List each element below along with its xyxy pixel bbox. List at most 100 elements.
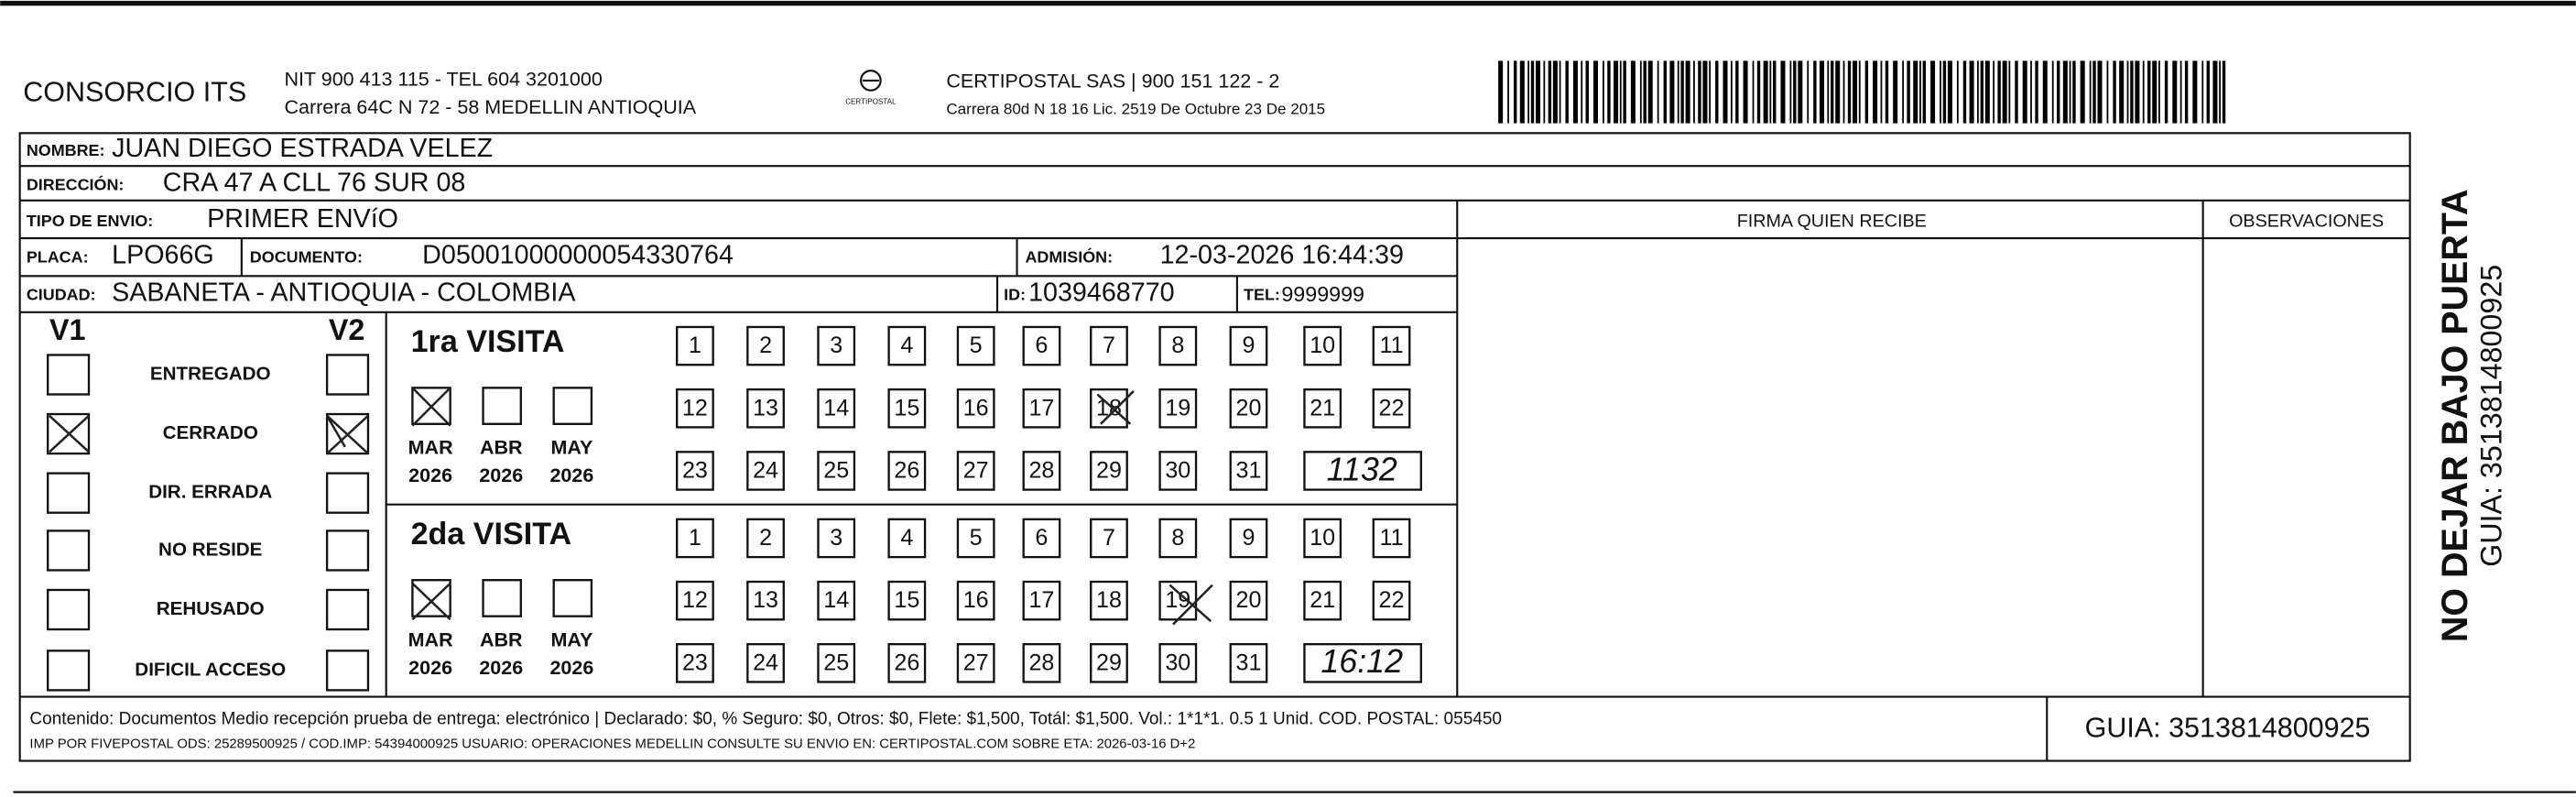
day-number: 22 (1379, 587, 1405, 613)
field-value: CRA 47 A CLL 76 SUR 08 (163, 168, 466, 197)
barcode-bar (1769, 60, 1772, 124)
status-label: REHUSADO (157, 598, 265, 619)
day-box (1022, 325, 1061, 366)
barcode-bar (1513, 60, 1517, 124)
day-box (956, 518, 995, 559)
month-label: MAR (408, 628, 453, 650)
barcode-bar (1962, 60, 1967, 124)
barcode-bar (2002, 60, 2007, 124)
day-number: 1 (689, 333, 701, 358)
day-box (1090, 643, 1128, 683)
barcode-bar (1603, 60, 1604, 124)
barcode-bar (1780, 60, 1786, 124)
v2-checkbox (325, 530, 370, 572)
carrier: CERTIPOSTAL SAS | 900 151 122 - 2 (946, 70, 1279, 92)
day-number: 25 (823, 650, 849, 675)
day-box (1090, 451, 1128, 491)
footer-guia: GUIA: 3513814800925 (2085, 713, 2371, 744)
barcode-bar (2113, 60, 2116, 124)
day-number: 20 (1235, 587, 1261, 613)
field-value: PRIMER ENVíO (207, 204, 398, 234)
month-checkbox (552, 387, 593, 425)
day-box (746, 643, 785, 683)
v1-header: V1 (49, 313, 86, 346)
day-box (1229, 325, 1268, 366)
day-box (746, 388, 785, 429)
day-number: 3 (830, 525, 842, 551)
barcode-bar (1581, 60, 1583, 124)
day-number: 31 (1235, 650, 1261, 675)
month-checkbox (411, 579, 451, 617)
v1-checkbox (47, 472, 91, 514)
barcode-bar (1585, 60, 1589, 124)
day-box (1090, 325, 1128, 366)
barcode-bar (1630, 60, 1636, 124)
day-box (676, 325, 714, 366)
month-label: MAY (550, 436, 592, 458)
day-number: 30 (1165, 650, 1190, 675)
day-box (1303, 580, 1342, 621)
day-number: 18 (1096, 587, 1122, 613)
day-box (1229, 451, 1268, 491)
day-box (676, 388, 714, 429)
field-label: TEL: (1244, 286, 1280, 304)
day-box (817, 518, 856, 559)
barcode-bar (1698, 60, 1701, 124)
day-box (676, 580, 714, 621)
field-label: DOCUMENTO: (250, 247, 363, 266)
day-box (1158, 325, 1198, 366)
day-number: 21 (1310, 395, 1335, 420)
barcode-bar (1723, 60, 1728, 124)
barcode-bar (1847, 60, 1852, 124)
barcode-bar (1527, 60, 1530, 124)
day-box (887, 388, 927, 429)
day-box (887, 325, 927, 366)
barcode-bar (2172, 60, 2178, 124)
day-number: 6 (1035, 333, 1048, 358)
barcode-bar (2042, 60, 2048, 124)
day-number: 24 (753, 457, 778, 483)
barcode-bar (1639, 60, 1642, 124)
v2-checkbox (325, 472, 370, 514)
day-number: 6 (1035, 525, 1048, 551)
barcode-bar (1798, 60, 1803, 124)
day-box (1090, 518, 1128, 559)
barcode-bar (2219, 60, 2222, 124)
barcode-bar (1827, 60, 1830, 124)
barcode-bar (1565, 60, 1569, 124)
day-box (1229, 580, 1268, 621)
day-box (1090, 580, 1128, 621)
day-number: 11 (1379, 333, 1403, 358)
nit: NIT 900 413 115 - TEL 604 3201000 (284, 69, 602, 91)
barcode-bar (1956, 60, 1959, 124)
month-checkbox (482, 387, 522, 425)
barcode-bar (1592, 60, 1598, 124)
barcode-bar (1885, 60, 1889, 124)
day-number: 17 (1028, 395, 1054, 420)
barcode-bar (1530, 60, 1535, 124)
barcode-bar (2080, 60, 2085, 124)
barcode-bar (1709, 60, 1712, 124)
barcode-bar (1969, 60, 1974, 124)
logo-text: CERTIPOSTAL (845, 97, 897, 105)
day-number: 28 (1028, 650, 1054, 675)
barcode-bar (1735, 60, 1739, 124)
barcode-bar (2179, 60, 2182, 124)
barcode-bar (2201, 60, 2204, 124)
day-number: 26 (894, 650, 919, 675)
day-box (1372, 325, 1411, 366)
day-box (887, 580, 927, 621)
month-year: 2026 (479, 657, 523, 679)
day-number: 1 (689, 525, 701, 551)
visit-title: 1ra VISITA (411, 324, 565, 359)
barcode-bar (1715, 60, 1719, 124)
barcode-bar (1993, 60, 1995, 124)
barcode-bar (1984, 60, 1990, 124)
handwritten-marks (49, 387, 1213, 626)
day-number: 9 (1242, 333, 1255, 358)
day-number: 29 (1096, 457, 1122, 483)
day-box (1303, 388, 1342, 429)
day-box (817, 643, 856, 683)
status-label: NO RESIDE (158, 539, 262, 560)
barcode-bar (2022, 60, 2027, 124)
